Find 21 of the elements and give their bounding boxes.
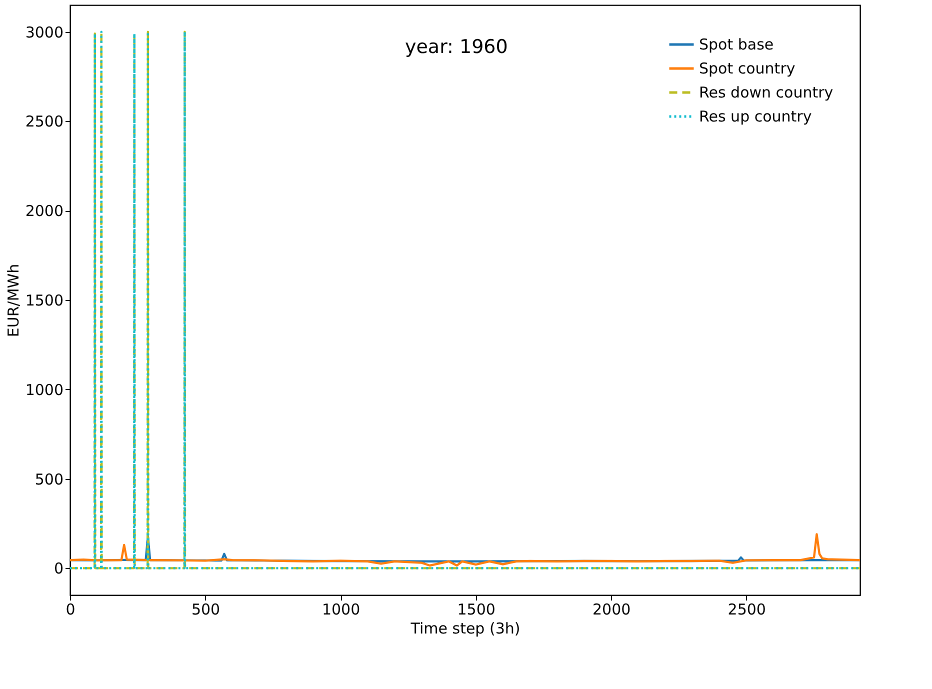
y-tick-label: 2500 <box>25 112 64 131</box>
legend-label: Res up country <box>699 108 812 126</box>
legend-label: Res down country <box>699 84 834 102</box>
x-tick-label: 1500 <box>457 600 496 618</box>
annotation: year: 1960 <box>405 36 508 58</box>
x-tick-label: 2000 <box>592 600 631 618</box>
legend-label: Spot country <box>699 60 796 78</box>
y-tick-label: 1000 <box>25 380 64 399</box>
y-tick-label: 1500 <box>25 292 64 310</box>
y-axis-title: EUR/MWh <box>4 264 22 338</box>
x-tick-label: 0 <box>66 600 76 618</box>
x-tick-label: 2500 <box>728 600 766 618</box>
legend-label: Spot base <box>699 36 774 54</box>
y-tick-label: 3000 <box>25 23 64 42</box>
y-tick-label: 2000 <box>25 202 64 220</box>
x-tick-label: 1000 <box>322 600 360 618</box>
y-tick-label: 500 <box>34 470 64 488</box>
line-series <box>68 533 862 567</box>
x-axis-title: Time step (3h) <box>410 620 520 638</box>
x-tick-label: 500 <box>191 600 220 618</box>
y-tick-label: 0 <box>54 560 64 578</box>
